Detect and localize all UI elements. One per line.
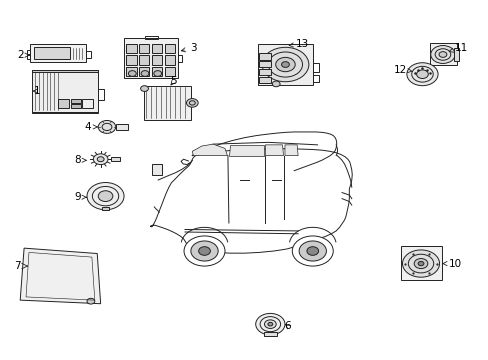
- Bar: [152, 44, 162, 53]
- Bar: [32, 69, 98, 112]
- Bar: [312, 75, 318, 82]
- Bar: [58, 99, 69, 108]
- Circle shape: [306, 247, 318, 255]
- Bar: [164, 44, 174, 53]
- Bar: [139, 67, 149, 76]
- Circle shape: [292, 236, 332, 266]
- Text: 1: 1: [33, 86, 41, 96]
- Circle shape: [128, 71, 136, 76]
- Text: 8: 8: [74, 155, 86, 165]
- Bar: [139, 44, 149, 53]
- Bar: [143, 86, 191, 120]
- Circle shape: [275, 57, 295, 72]
- Bar: [26, 55, 30, 59]
- Text: 13: 13: [288, 40, 308, 49]
- Bar: [124, 39, 177, 78]
- Bar: [32, 69, 98, 72]
- Circle shape: [267, 322, 272, 326]
- Polygon shape: [192, 144, 227, 156]
- Bar: [86, 51, 91, 58]
- Bar: [81, 99, 93, 108]
- Text: 10: 10: [442, 258, 461, 269]
- Bar: [152, 67, 162, 76]
- Circle shape: [98, 121, 116, 134]
- Bar: [144, 36, 158, 39]
- Polygon shape: [265, 145, 283, 156]
- Bar: [32, 112, 98, 113]
- Text: 2: 2: [18, 50, 30, 60]
- Bar: [164, 67, 174, 76]
- Bar: [259, 77, 271, 83]
- Text: 5: 5: [170, 76, 177, 86]
- Bar: [177, 55, 181, 62]
- Bar: [34, 47, 70, 59]
- Bar: [453, 48, 458, 61]
- Bar: [259, 61, 271, 67]
- Bar: [126, 44, 137, 53]
- Circle shape: [93, 154, 108, 165]
- Circle shape: [272, 81, 280, 87]
- Circle shape: [262, 47, 308, 82]
- Circle shape: [402, 250, 439, 277]
- Circle shape: [413, 258, 427, 269]
- Bar: [111, 157, 120, 161]
- Polygon shape: [228, 145, 264, 156]
- Polygon shape: [285, 145, 298, 156]
- Bar: [71, 99, 81, 103]
- Bar: [429, 43, 456, 65]
- Bar: [164, 55, 174, 64]
- Circle shape: [190, 241, 218, 261]
- Circle shape: [417, 261, 423, 266]
- Circle shape: [438, 51, 446, 57]
- Text: 9: 9: [74, 192, 86, 202]
- Circle shape: [87, 298, 95, 304]
- Circle shape: [141, 71, 149, 76]
- Circle shape: [141, 86, 148, 91]
- Bar: [400, 246, 441, 280]
- Circle shape: [198, 247, 210, 255]
- Circle shape: [183, 236, 224, 266]
- Bar: [98, 89, 104, 100]
- Circle shape: [281, 62, 289, 67]
- Bar: [126, 55, 137, 64]
- Circle shape: [186, 99, 198, 107]
- Circle shape: [98, 191, 113, 202]
- Bar: [258, 44, 312, 85]
- Circle shape: [97, 157, 104, 162]
- Bar: [259, 53, 271, 59]
- Circle shape: [255, 314, 285, 335]
- Bar: [152, 164, 161, 175]
- Text: 7: 7: [15, 261, 21, 271]
- Circle shape: [299, 241, 326, 261]
- Bar: [259, 69, 271, 75]
- Circle shape: [154, 71, 161, 76]
- Bar: [264, 332, 276, 336]
- Circle shape: [406, 63, 437, 86]
- Bar: [30, 44, 86, 62]
- Bar: [102, 207, 109, 210]
- Bar: [152, 55, 162, 64]
- Circle shape: [416, 70, 427, 78]
- Bar: [26, 50, 30, 54]
- Text: 11: 11: [448, 43, 468, 53]
- Bar: [126, 67, 137, 76]
- Text: 12: 12: [393, 64, 411, 75]
- Circle shape: [430, 45, 454, 63]
- Bar: [116, 124, 128, 130]
- Bar: [139, 55, 149, 64]
- Polygon shape: [20, 248, 101, 304]
- Circle shape: [264, 320, 276, 328]
- Text: 6: 6: [284, 321, 290, 331]
- Bar: [312, 63, 318, 72]
- Text: 3: 3: [181, 43, 196, 53]
- Circle shape: [87, 183, 124, 210]
- Bar: [71, 104, 81, 108]
- Text: 4: 4: [84, 122, 97, 132]
